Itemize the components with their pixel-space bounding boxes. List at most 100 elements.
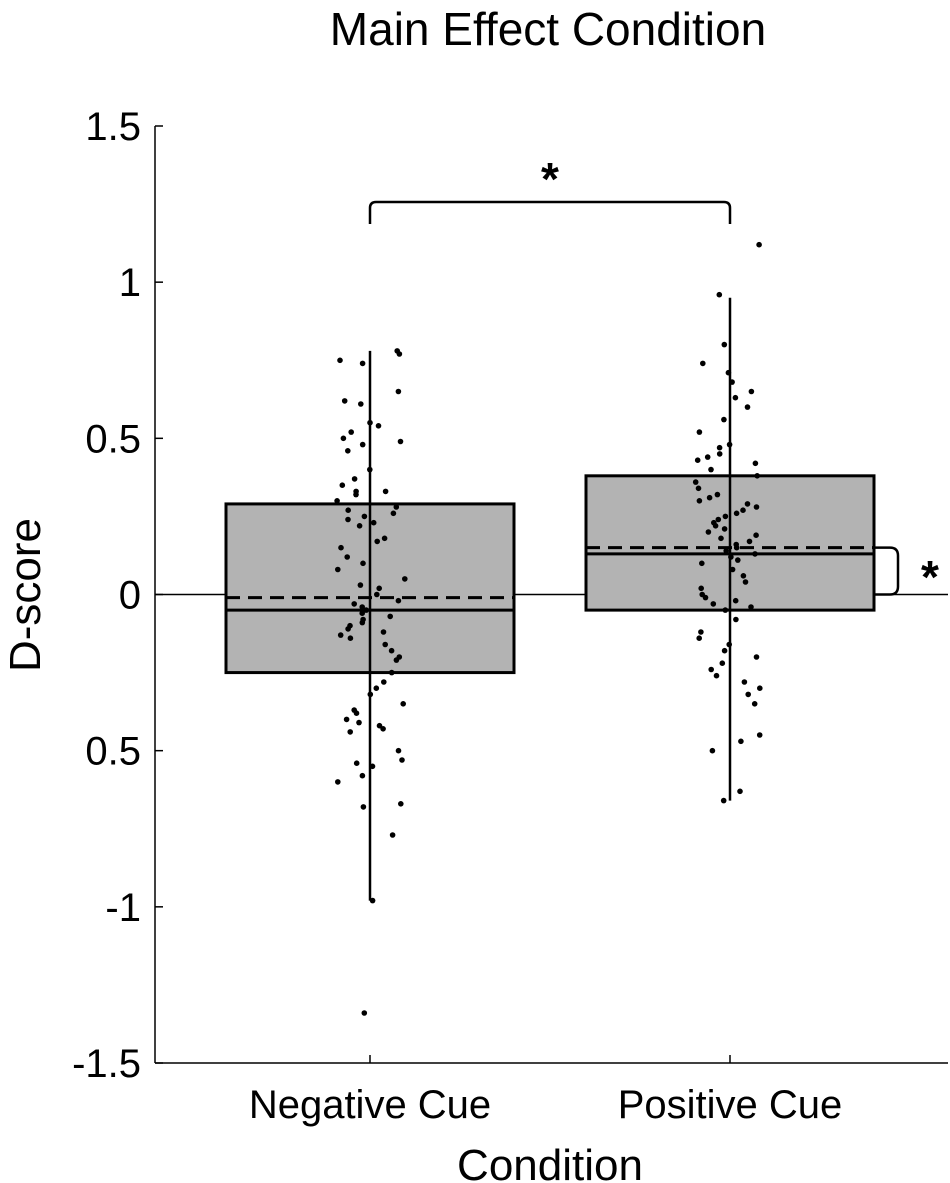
data-point <box>756 732 763 738</box>
data-point <box>360 560 366 567</box>
data-point <box>395 747 402 754</box>
data-point <box>709 747 716 754</box>
data-point <box>726 441 733 448</box>
data-point <box>740 573 747 579</box>
data-point <box>387 613 394 620</box>
data-point <box>402 576 408 582</box>
data-point <box>694 457 701 464</box>
data-point <box>744 501 751 507</box>
data-point <box>358 401 364 407</box>
data-point <box>351 601 358 607</box>
data-point <box>757 685 763 691</box>
data-point <box>361 513 368 520</box>
data-point <box>718 535 724 542</box>
data-point <box>344 554 351 560</box>
data-point <box>756 241 762 248</box>
data-point <box>388 647 395 654</box>
box-group <box>584 241 876 804</box>
data-point <box>738 738 744 745</box>
data-point <box>745 691 751 698</box>
y-axis-label: D-score <box>1 518 50 672</box>
data-point <box>356 719 362 726</box>
y-tick-label: 0.5 <box>85 417 141 461</box>
data-point <box>397 438 404 445</box>
data-point <box>712 523 719 529</box>
data-point <box>698 585 704 592</box>
data-point <box>752 551 758 557</box>
data-point <box>380 726 386 732</box>
chart-title: Main Effect Condition <box>330 3 766 55</box>
data-point <box>723 548 729 554</box>
data-point <box>359 610 366 616</box>
data-point <box>740 507 746 513</box>
data-point <box>337 357 343 364</box>
data-point <box>706 494 713 501</box>
data-point <box>345 507 352 513</box>
data-point <box>335 566 341 573</box>
data-point <box>732 597 739 604</box>
data-point <box>345 448 351 454</box>
data-point <box>341 398 348 404</box>
data-point <box>353 491 359 498</box>
data-point <box>347 729 354 735</box>
data-point <box>363 607 370 613</box>
data-point <box>751 701 758 707</box>
data-point <box>373 685 380 691</box>
data-point <box>721 416 727 423</box>
data-point <box>353 760 360 766</box>
data-point <box>692 479 699 485</box>
data-point <box>357 582 364 588</box>
data-point <box>700 360 706 367</box>
data-point <box>361 1010 368 1016</box>
data-point <box>716 444 723 451</box>
data-point <box>369 897 376 904</box>
data-point <box>716 291 723 298</box>
data-point <box>729 379 735 385</box>
data-point <box>737 788 743 795</box>
data-point <box>380 629 387 635</box>
data-point <box>708 466 714 473</box>
data-point <box>351 476 358 482</box>
data-point <box>748 604 754 610</box>
data-point <box>722 513 729 520</box>
data-point <box>382 641 389 648</box>
data-point <box>741 679 748 685</box>
x-tick-label: Negative Cue <box>249 1083 491 1127</box>
data-point <box>732 394 739 401</box>
data-point <box>696 429 703 435</box>
data-point <box>334 498 340 504</box>
data-point <box>710 601 717 607</box>
data-point <box>705 529 712 535</box>
data-point <box>744 404 751 410</box>
data-point <box>399 757 405 763</box>
significance-bracket-mean-median <box>874 546 900 596</box>
data-point <box>396 351 403 357</box>
y-tick-label: -1 <box>105 886 141 930</box>
data-point <box>393 657 400 663</box>
data-point <box>696 635 702 641</box>
significance-star-mean-median: * <box>921 551 939 603</box>
data-point <box>359 360 366 367</box>
data-point <box>733 544 740 551</box>
data-point <box>729 566 736 573</box>
data-point <box>381 535 388 542</box>
data-point <box>695 485 702 492</box>
x-axis-label: Condition <box>457 1141 643 1183</box>
data-point <box>374 538 381 545</box>
data-point <box>733 510 740 517</box>
data-point <box>753 504 760 510</box>
data-point <box>395 388 402 395</box>
data-point <box>748 388 755 395</box>
data-point <box>708 666 714 673</box>
y-tick-label: 1.5 <box>85 105 141 149</box>
data-point <box>353 710 360 716</box>
data-point <box>735 557 741 563</box>
data-point <box>389 832 396 838</box>
data-point <box>715 516 722 523</box>
data-point <box>721 647 728 654</box>
y-tick-label: -1.5 <box>72 1042 141 1086</box>
y-tick-label: 0.5 <box>85 730 141 774</box>
data-point <box>359 441 366 448</box>
x-tick-label: Positive Cue <box>618 1083 843 1127</box>
